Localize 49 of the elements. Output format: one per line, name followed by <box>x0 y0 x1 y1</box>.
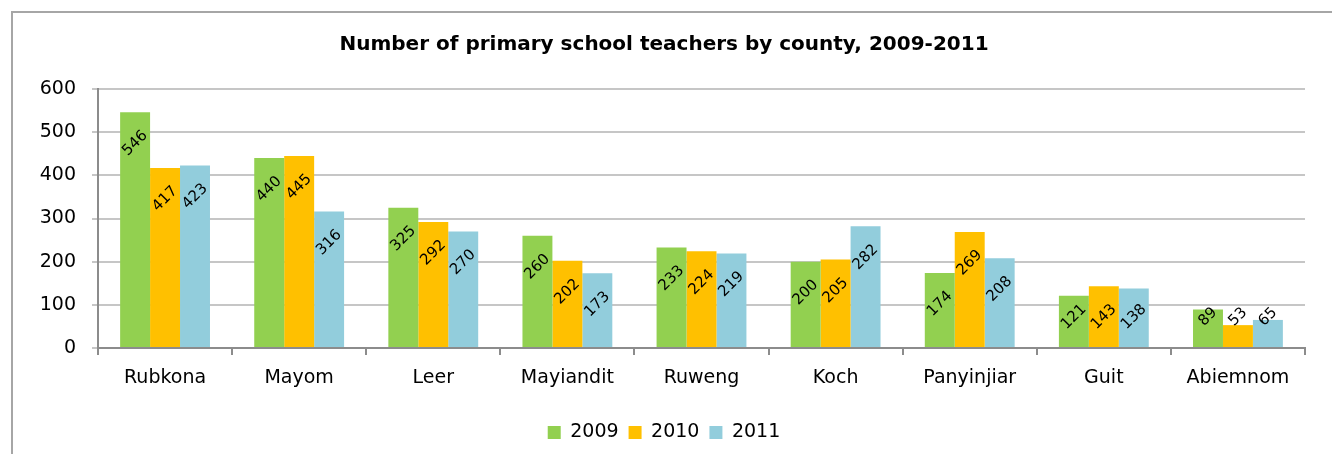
data-label: 282 <box>848 240 882 273</box>
bar <box>820 259 851 347</box>
x-tick-label: Leer <box>412 365 455 388</box>
bar <box>388 207 419 347</box>
bar <box>418 221 449 347</box>
legend-label: 2009 <box>570 419 619 442</box>
bar <box>180 165 210 347</box>
bar <box>120 112 151 347</box>
bar <box>522 235 553 347</box>
bar <box>254 158 285 347</box>
bar <box>1118 288 1149 347</box>
y-tick-label: 0 <box>63 334 76 357</box>
y-tick-label: 500 <box>39 119 76 142</box>
x-tick-label: Abiemnom <box>1186 365 1290 388</box>
bar <box>448 231 479 347</box>
y-tick-label: 400 <box>39 162 76 185</box>
data-label: 53 <box>1224 303 1251 330</box>
y-tick-label: 600 <box>39 75 76 98</box>
y-tick-label: 100 <box>39 291 76 314</box>
bar <box>150 168 181 347</box>
bar <box>716 253 747 347</box>
data-label: 292 <box>416 235 449 269</box>
bar <box>582 273 613 347</box>
chart-title: Number of primary school teachers by county, 2009-2011 <box>339 31 989 56</box>
bar <box>850 226 881 347</box>
bar <box>686 251 717 347</box>
x-tick-label: Mayom <box>264 365 334 388</box>
x-tick-label: Ruweng <box>663 365 740 388</box>
legend-label: 2011 <box>731 419 781 442</box>
x-tick-label: Guit <box>1084 365 1124 388</box>
bar <box>1222 325 1253 347</box>
y-tick-label: 200 <box>39 248 76 271</box>
x-tick-label: Mayiandit <box>520 365 614 388</box>
data-label: 89 <box>1194 303 1221 330</box>
data-label: 65 <box>1254 303 1281 330</box>
x-tick-label: Rubkona <box>124 365 207 388</box>
x-tick-label: Koch <box>812 365 859 388</box>
bar <box>790 261 821 347</box>
bar <box>284 155 315 347</box>
bar <box>954 231 985 347</box>
y-tick-label: 300 <box>39 205 76 228</box>
x-tick-label: Panyinjiar <box>923 365 1017 388</box>
bar <box>1088 286 1119 347</box>
bar <box>552 260 583 347</box>
bar <box>984 258 1015 347</box>
bar <box>924 272 955 347</box>
legend-label: 2010 <box>651 419 700 442</box>
bar <box>656 247 687 347</box>
bar <box>314 211 345 347</box>
